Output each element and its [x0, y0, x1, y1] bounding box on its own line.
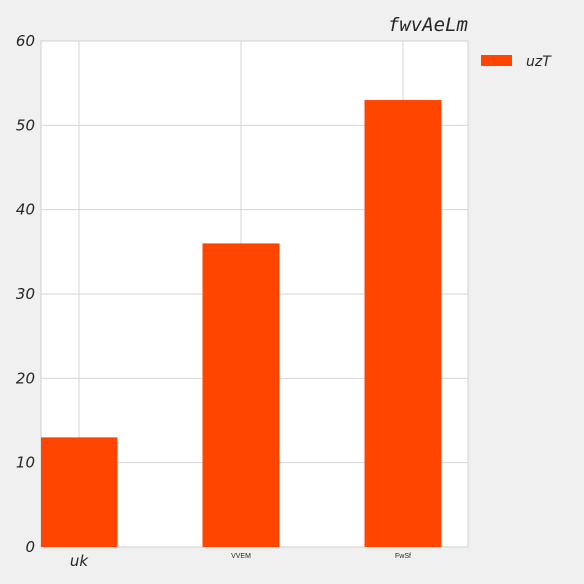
x-tick-label: uk [70, 552, 90, 570]
legend: uzT [481, 54, 552, 70]
x-tick-label: FwSf [395, 553, 411, 560]
y-tick-label: 40 [16, 201, 35, 219]
y-tick-label: 30 [16, 285, 35, 303]
y-axis-ticks: 0 10 20 30 40 50 60 [16, 32, 35, 556]
y-tick-label: 60 [16, 32, 35, 50]
bar [202, 243, 280, 547]
y-tick-label: 50 [16, 116, 35, 134]
chart-title: fwvAeLm [388, 14, 468, 36]
bar [41, 437, 118, 547]
y-tick-label: 10 [16, 454, 35, 472]
bar [364, 100, 442, 548]
legend-swatch [481, 55, 512, 66]
x-axis-ticks: uk VVEM FwSf [70, 552, 411, 570]
y-tick-label: 0 [25, 538, 35, 556]
legend-label: uzT [526, 54, 552, 70]
bar-series [41, 100, 442, 548]
x-tick-label: VVEM [231, 553, 251, 560]
y-tick-label: 20 [16, 369, 35, 387]
